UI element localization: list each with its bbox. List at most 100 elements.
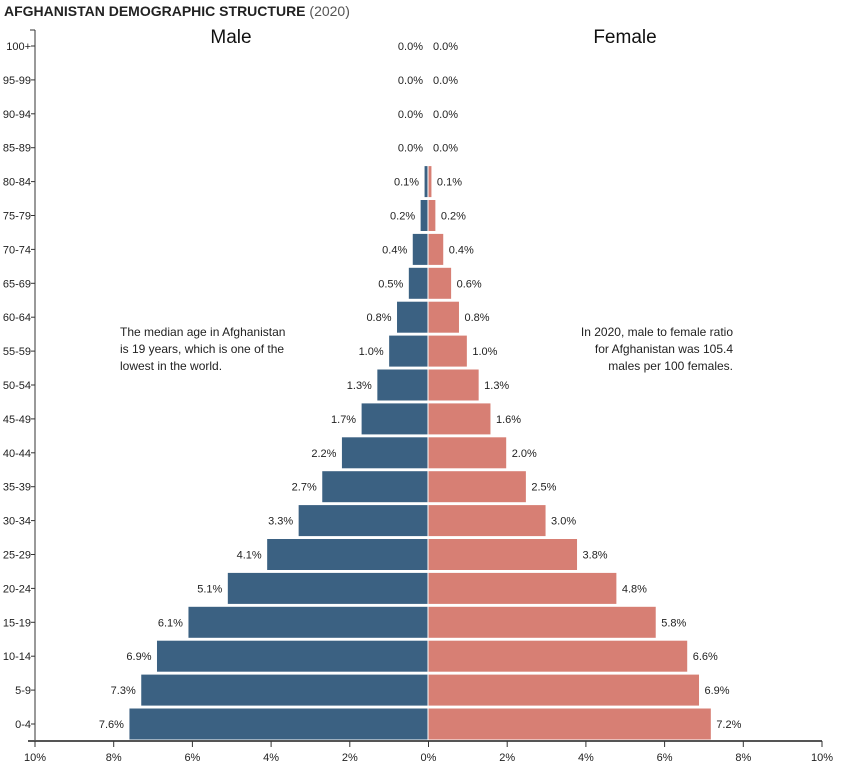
- bar-female: [427, 232, 445, 266]
- data-label-female: 1.0%: [472, 346, 497, 358]
- bar-male: [396, 300, 429, 334]
- y-tick-label: 30-34: [3, 516, 31, 528]
- bar-female: [427, 571, 618, 605]
- bar-female: [427, 368, 480, 402]
- legend-male: Male: [210, 27, 251, 48]
- data-label-female: 2.0%: [512, 448, 537, 460]
- y-tick-label: 20-24: [3, 583, 31, 595]
- y-tick-label: 90-94: [3, 109, 31, 121]
- data-label-male: 1.3%: [347, 380, 372, 392]
- data-label-male: 0.5%: [378, 278, 403, 290]
- bar-male: [360, 402, 429, 436]
- data-label-female: 0.0%: [433, 41, 458, 53]
- data-label-female: 0.0%: [433, 75, 458, 87]
- bar-female: [427, 707, 712, 741]
- data-label-male: 0.0%: [398, 109, 423, 121]
- x-tick-label: 8%: [735, 752, 751, 764]
- data-label-male: 0.0%: [398, 75, 423, 87]
- bar-male: [388, 334, 429, 368]
- bar-male: [419, 199, 429, 232]
- annotation-sex-ratio: males per 100 females.: [608, 359, 733, 373]
- bar-female: [427, 538, 579, 571]
- data-label-female: 2.5%: [531, 482, 556, 494]
- bar-female: [427, 266, 453, 300]
- y-tick-label: 65-69: [3, 278, 31, 290]
- y-tick-label: 95-99: [3, 75, 31, 87]
- y-tick-label: 85-89: [3, 143, 31, 155]
- data-label-female: 3.0%: [551, 516, 576, 528]
- data-label-male: 0.2%: [390, 211, 415, 223]
- bar-male: [321, 470, 429, 504]
- data-label-female: 5.8%: [661, 617, 686, 629]
- y-tick-label: 10-14: [3, 651, 31, 663]
- x-tick-label: 4%: [578, 752, 594, 764]
- bar-female: [427, 199, 437, 232]
- x-tick-label: 6%: [657, 752, 673, 764]
- data-label-female: 0.0%: [433, 143, 458, 155]
- y-tick-label: 25-29: [3, 550, 31, 562]
- data-label-male: 1.7%: [331, 414, 356, 426]
- data-label-male: 0.1%: [394, 177, 419, 189]
- data-label-female: 6.6%: [693, 651, 718, 663]
- data-label-male: 6.9%: [126, 651, 151, 663]
- x-tick-label: 10%: [811, 752, 833, 764]
- y-tick-label: 15-19: [3, 617, 31, 629]
- x-tick-label: 2%: [342, 752, 358, 764]
- annotation-median-age: The median age in Afghanistan: [120, 325, 285, 339]
- data-label-male: 2.7%: [292, 482, 317, 494]
- bar-male: [266, 538, 429, 571]
- bar-female: [427, 504, 547, 538]
- y-tick-label: 50-54: [3, 380, 31, 392]
- annotation-sex-ratio: for Afghanistan was 105.4: [595, 342, 733, 356]
- data-label-male: 4.1%: [237, 550, 262, 562]
- data-label-male: 2.2%: [311, 448, 336, 460]
- bar-male: [226, 571, 429, 605]
- y-tick-label: 0-4: [15, 719, 31, 731]
- data-label-male: 7.3%: [111, 685, 136, 697]
- bar-female: [427, 605, 657, 639]
- data-label-male: 0.8%: [366, 312, 391, 324]
- data-label-male: 7.6%: [99, 719, 124, 731]
- bar-female: [427, 165, 433, 199]
- data-label-female: 0.0%: [433, 109, 458, 121]
- data-label-female: 0.1%: [437, 177, 462, 189]
- data-label-male: 3.3%: [268, 516, 293, 528]
- x-tick-label: 6%: [184, 752, 200, 764]
- bar-male: [155, 639, 429, 673]
- bar-male: [411, 232, 429, 266]
- x-tick-label: 10%: [24, 752, 46, 764]
- data-label-female: 7.2%: [716, 719, 741, 731]
- x-tick-label: 8%: [106, 752, 122, 764]
- data-label-male: 1.0%: [359, 346, 384, 358]
- y-tick-label: 55-59: [3, 346, 31, 358]
- bar-female: [427, 402, 492, 436]
- data-label-female: 0.6%: [457, 278, 482, 290]
- y-tick-label: 5-9: [15, 685, 31, 697]
- y-tick-label: 75-79: [3, 211, 31, 223]
- bar-female: [427, 334, 468, 368]
- bar-male: [128, 707, 429, 741]
- legend-female: Female: [593, 27, 656, 48]
- bar-female: [427, 673, 701, 707]
- data-label-female: 0.2%: [441, 211, 466, 223]
- x-tick-label: 0%: [421, 752, 437, 764]
- annotation-median-age: lowest in the world.: [120, 359, 222, 373]
- data-label-female: 0.8%: [464, 312, 489, 324]
- data-label-female: 6.9%: [705, 685, 730, 697]
- annotation-median-age: is 19 years, which is one of the: [120, 342, 284, 356]
- data-label-male: 6.1%: [158, 617, 183, 629]
- bar-female: [427, 436, 508, 470]
- data-label-male: 0.0%: [398, 41, 423, 53]
- data-label-male: 5.1%: [197, 583, 222, 595]
- data-label-male: 0.0%: [398, 143, 423, 155]
- y-tick-label: 40-44: [3, 448, 31, 460]
- bar-male: [187, 605, 429, 639]
- bar-male: [140, 673, 429, 707]
- y-tick-label: 70-74: [3, 244, 31, 256]
- bar-male: [340, 436, 429, 470]
- bar-male: [376, 368, 429, 402]
- y-tick-label: 35-39: [3, 482, 31, 494]
- data-label-female: 1.6%: [496, 414, 521, 426]
- data-label-female: 0.4%: [449, 244, 474, 256]
